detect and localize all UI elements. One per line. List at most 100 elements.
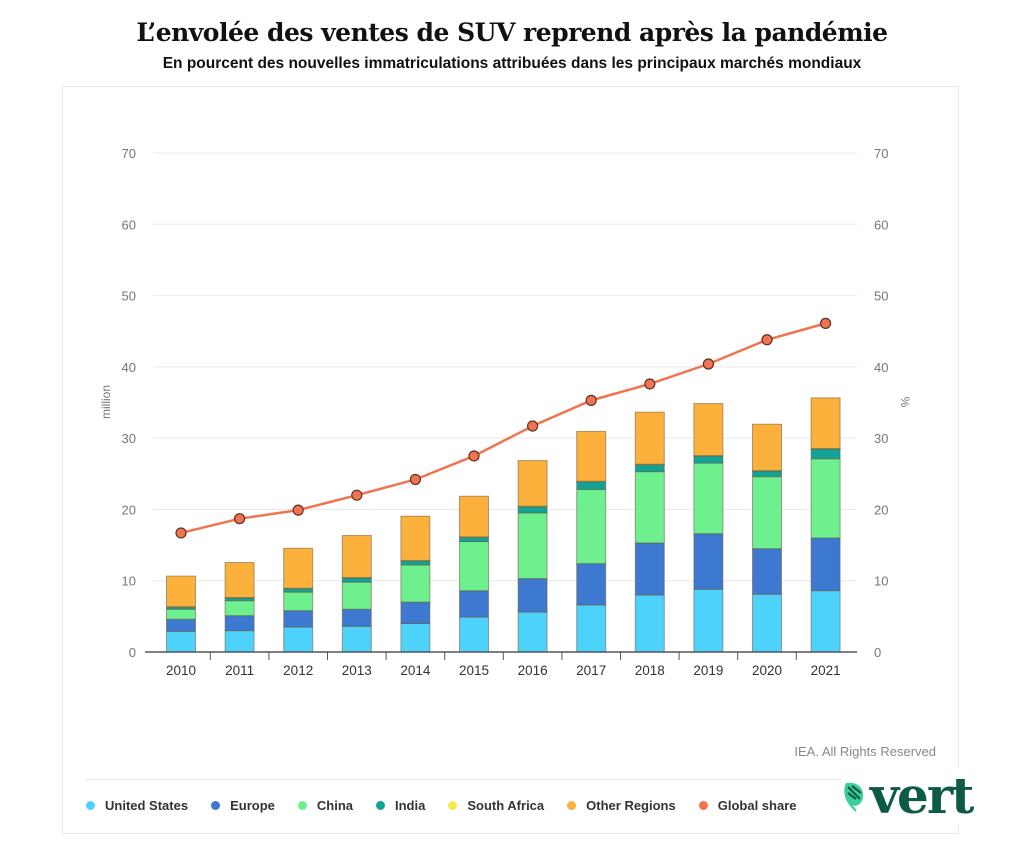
bar-europe-2019[interactable] (693, 533, 724, 590)
bar-united-states-2015[interactable] (459, 616, 489, 653)
global-share-point-2021[interactable] (819, 317, 832, 329)
legend-item-india[interactable]: India (376, 798, 425, 813)
bar-other-regions-2011[interactable] (224, 562, 255, 598)
bar-europe-2014[interactable] (400, 601, 431, 624)
global-share-point-2010[interactable] (175, 527, 187, 539)
x-tick-label: 2010 (166, 663, 196, 678)
x-tick-label: 2016 (518, 663, 548, 678)
bar-united-states-2017[interactable] (576, 604, 607, 653)
legend-label: Other Regions (586, 798, 676, 813)
bar-other-regions-2010[interactable] (166, 575, 196, 608)
bar-india-2019[interactable] (693, 455, 724, 464)
bar-stack-2013 (341, 534, 372, 653)
bar-united-states-2021[interactable] (810, 590, 841, 653)
legend-item-global-share[interactable]: Global share (698, 798, 796, 813)
bar-other-regions-2013[interactable] (341, 534, 372, 579)
global-share-point-2020[interactable] (761, 334, 773, 346)
bar-china-2010[interactable] (166, 608, 196, 620)
bar-china-2019[interactable] (693, 462, 724, 535)
global-share-point-2011[interactable] (234, 513, 246, 525)
bar-europe-2010[interactable] (166, 618, 196, 632)
bar-europe-2016[interactable] (517, 578, 548, 613)
legend-label: South Africa (467, 798, 545, 813)
bar-china-2014[interactable] (400, 564, 431, 603)
bar-other-regions-2015[interactable] (459, 495, 489, 538)
bar-china-2013[interactable] (341, 581, 372, 610)
bar-other-regions-2017[interactable] (576, 430, 607, 482)
bar-stack-2020 (752, 423, 782, 653)
x-tick-label: 2013 (342, 663, 372, 678)
bar-other-regions-2016[interactable] (517, 460, 548, 507)
legend-item-europe[interactable]: Europe (211, 798, 275, 813)
legend-dot-icon (698, 801, 708, 810)
bar-china-2018[interactable] (634, 471, 665, 544)
bar-china-2012[interactable] (283, 591, 314, 612)
bar-other-regions-2014[interactable] (400, 515, 431, 561)
bar-other-regions-2021[interactable] (810, 397, 841, 449)
bar-united-states-2010[interactable] (166, 630, 196, 653)
bar-europe-2011[interactable] (224, 615, 255, 632)
bar-china-2011[interactable] (224, 600, 255, 617)
legend-item-south-africa[interactable]: South Africa (448, 798, 544, 813)
bar-stack-2017 (576, 430, 607, 653)
bar-europe-2020[interactable] (752, 548, 782, 595)
bar-europe-2018[interactable] (634, 542, 665, 596)
legend-item-china[interactable]: China (297, 798, 353, 813)
bar-other-regions-2018[interactable] (634, 411, 665, 465)
x-tick-label: 2015 (459, 663, 489, 678)
bar-india-2021[interactable] (810, 448, 841, 460)
y-axis-right-title: % (898, 397, 912, 408)
bar-united-states-2013[interactable] (341, 625, 372, 653)
bar-china-2016[interactable] (517, 512, 548, 580)
y-tick-label-left: 60 (122, 217, 136, 232)
bar-other-regions-2020[interactable] (752, 423, 782, 472)
bar-united-states-2020[interactable] (752, 593, 782, 653)
bar-europe-2017[interactable] (576, 563, 607, 606)
global-share-point-2013[interactable] (351, 489, 363, 501)
bar-india-2016[interactable] (517, 506, 548, 514)
global-share-point-2012[interactable] (292, 504, 304, 516)
legend-label: China (316, 798, 353, 813)
bar-europe-2021[interactable] (810, 537, 841, 592)
legend-label: India (395, 798, 426, 813)
global-share-point-2018[interactable] (644, 378, 656, 390)
bar-europe-2012[interactable] (283, 610, 314, 628)
global-share-point-2016[interactable] (526, 420, 539, 432)
bar-stack-2021 (810, 397, 841, 653)
bar-united-states-2011[interactable] (224, 630, 255, 653)
global-share-point-2015[interactable] (468, 450, 480, 462)
bar-europe-2015[interactable] (459, 590, 489, 618)
bar-other-regions-2012[interactable] (283, 547, 314, 589)
x-tick-label: 2012 (283, 663, 313, 678)
bar-united-states-2019[interactable] (693, 588, 724, 653)
bar-united-states-2014[interactable] (400, 622, 431, 653)
x-tick-label: 2017 (576, 663, 606, 678)
bar-india-2018[interactable] (634, 464, 665, 473)
bar-united-states-2018[interactable] (634, 594, 665, 653)
bar-china-2020[interactable] (752, 476, 782, 550)
y-tick-label-left: 10 (122, 574, 136, 589)
bar-china-2015[interactable] (459, 541, 489, 592)
bar-united-states-2016[interactable] (517, 611, 548, 653)
bar-united-states-2012[interactable] (283, 626, 314, 653)
global-share-point-2017[interactable] (585, 394, 597, 406)
legend-item-other-regions[interactable]: Other Regions (567, 798, 676, 813)
global-share-point-2019[interactable] (702, 358, 715, 370)
bar-china-2021[interactable] (810, 458, 841, 539)
vert-logo: vert (842, 768, 1012, 824)
bar-stack-2012 (283, 547, 314, 653)
legend-item-united-states[interactable]: United States (86, 798, 188, 813)
logo-text: vert (870, 766, 974, 825)
bar-india-2017[interactable] (576, 481, 607, 490)
bar-other-regions-2019[interactable] (693, 403, 724, 457)
y-axis-right: 0 10 20 30 40 50 60 70 (874, 146, 888, 660)
x-tick-label: 2014 (400, 663, 431, 678)
chart-panel (62, 86, 959, 834)
global-share-point-2014[interactable] (409, 473, 421, 486)
bar-stack-2010 (166, 575, 196, 653)
bar-stack-2018 (634, 411, 665, 653)
y-tick-label-left: 70 (122, 146, 136, 161)
bar-india-2020[interactable] (752, 470, 782, 478)
bar-europe-2013[interactable] (341, 608, 372, 627)
bar-china-2017[interactable] (576, 488, 607, 565)
